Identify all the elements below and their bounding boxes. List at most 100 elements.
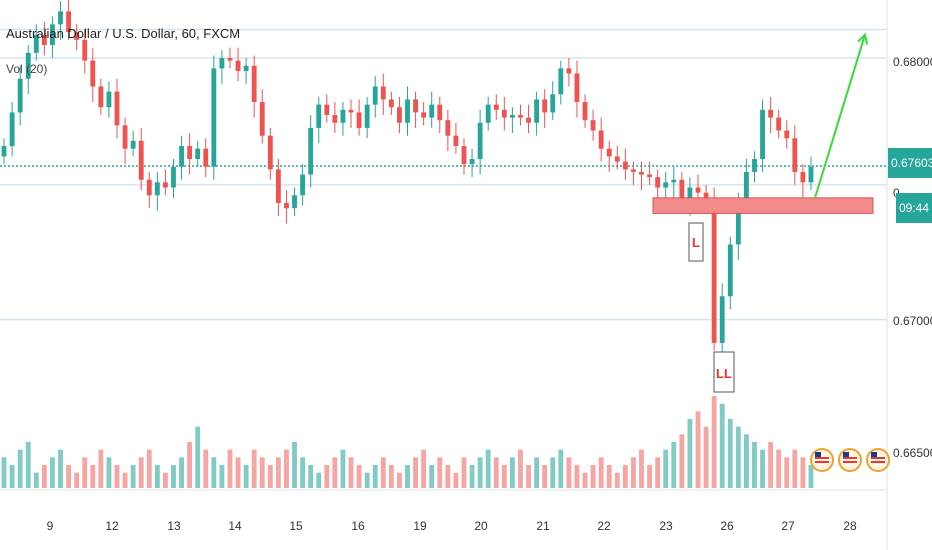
candle-body	[534, 99, 540, 123]
volume-indicator-label[interactable]: Vol (20)	[6, 62, 48, 76]
time-tick-label: 13	[167, 519, 181, 533]
volume-bar	[461, 457, 467, 488]
volume-bar	[687, 419, 693, 488]
volume-bar	[332, 457, 338, 488]
candle-body	[501, 109, 507, 118]
marker-ll[interactable]: LL	[713, 351, 735, 393]
candle-body	[41, 34, 47, 46]
volume-bar	[41, 465, 47, 488]
candle-body	[622, 161, 628, 170]
volume-bar	[598, 457, 604, 488]
candle-body	[58, 11, 63, 25]
volume-bar	[300, 457, 306, 488]
volume-bar	[275, 457, 281, 488]
candle-body	[179, 146, 184, 167]
candle-body	[1, 146, 7, 157]
candle-body	[171, 166, 176, 188]
candle-body	[106, 91, 112, 108]
volume-bar	[655, 457, 661, 488]
volume-bar	[719, 403, 725, 488]
candle-body	[348, 109, 354, 113]
candle-body	[606, 148, 612, 157]
time-tick-label: 23	[659, 519, 673, 533]
candle-body	[163, 182, 168, 188]
candle-body	[195, 148, 201, 160]
volume-bar	[639, 449, 644, 488]
time-tick-label: 9	[47, 519, 54, 533]
candle-body	[429, 104, 435, 118]
current-price-badge: 0.67603	[888, 148, 932, 178]
candle-body	[275, 169, 281, 204]
candle-body	[413, 99, 418, 113]
candle-body	[437, 104, 443, 121]
candle-body	[703, 192, 709, 198]
candle-body	[550, 94, 556, 113]
volume-bar	[308, 465, 314, 488]
volume-bar	[154, 465, 160, 488]
volume-bar	[82, 457, 88, 488]
candle-body	[372, 86, 378, 105]
volume-bar	[671, 442, 677, 488]
volume-bar	[413, 457, 418, 488]
candle-body	[138, 140, 144, 180]
candle-body	[284, 203, 289, 209]
candle-body	[324, 104, 330, 115]
us-flag-event-icon[interactable]	[838, 448, 862, 472]
time-tick-label: 26	[720, 519, 734, 533]
volume-bar	[146, 449, 152, 488]
volume-bar	[316, 472, 322, 488]
time-tick-label: 16	[351, 519, 365, 533]
symbol-title[interactable]: Australian Dollar / U.S. Dollar, 60, FXC…	[6, 26, 241, 41]
volume-bar	[90, 465, 96, 488]
volume-bar	[622, 465, 628, 488]
candle-body	[574, 73, 580, 103]
candle-body	[300, 174, 306, 196]
volume-bar	[33, 472, 39, 488]
candle-body	[332, 114, 338, 123]
candle-body	[74, 32, 80, 40]
candle-body	[768, 109, 774, 118]
volume-bar	[171, 465, 176, 488]
candle-body	[469, 159, 475, 165]
countdown-badge: 09:44	[896, 193, 932, 223]
volume-bar	[211, 457, 217, 488]
candle-body	[50, 24, 55, 46]
volume-bar	[590, 465, 596, 488]
marker-l[interactable]: L	[688, 222, 704, 262]
volume-bar	[752, 442, 757, 488]
candle-body	[639, 171, 644, 175]
volume-bar	[9, 465, 15, 488]
candle-body	[243, 65, 249, 71]
candle-body	[526, 117, 531, 123]
volume-bar	[518, 449, 523, 488]
candle-body	[82, 39, 88, 61]
candle-body	[388, 99, 394, 108]
candle-body	[695, 187, 701, 193]
volume-bar	[703, 426, 709, 488]
volume-bar	[50, 457, 55, 488]
us-flag-event-icon[interactable]	[866, 448, 890, 472]
candle-body	[711, 197, 717, 343]
candle-body	[792, 138, 798, 172]
volume-bar	[606, 465, 612, 488]
candle-body	[227, 58, 233, 61]
candle-body	[316, 104, 322, 128]
volume-bar	[445, 465, 451, 488]
candle-body	[187, 146, 193, 160]
volume-bar	[66, 465, 72, 488]
event-icons[interactable]	[810, 448, 890, 472]
volume-bar	[397, 472, 402, 488]
candle-body	[17, 78, 23, 113]
us-flag-event-icon[interactable]	[810, 448, 834, 472]
candle-body	[380, 86, 386, 100]
time-axis[interactable]: 9 12 13 14 15 16 19 20 21 22 23 26 27 28	[47, 519, 857, 533]
projection-arrow-head	[857, 32, 868, 45]
time-tick-label: 12	[105, 519, 119, 533]
volume-bar	[485, 449, 491, 488]
support-zone-rect	[652, 197, 874, 214]
volume-bar	[784, 457, 790, 488]
candle-body	[477, 122, 483, 160]
candle-body	[735, 203, 741, 245]
